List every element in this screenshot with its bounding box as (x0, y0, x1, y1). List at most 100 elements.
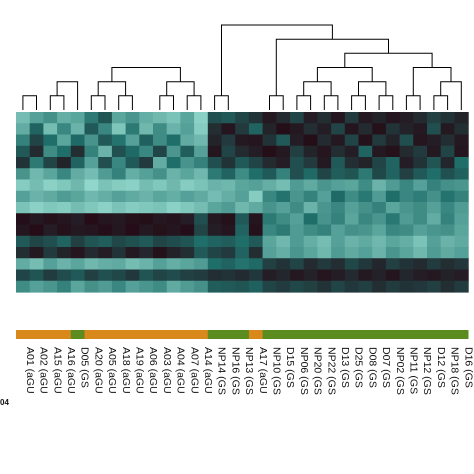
heatmap-cell (235, 190, 250, 203)
heatmap-cell (98, 112, 113, 124)
heatmap-cell (372, 280, 387, 293)
heatmap-cell (43, 258, 58, 271)
heatmap-cell (84, 258, 99, 271)
heatmap-cell (290, 179, 305, 192)
heatmap-cell (427, 258, 442, 271)
heatmap-cell (372, 213, 387, 226)
dendrogram-branch (118, 95, 133, 110)
heatmap-cell (427, 134, 442, 147)
dendrogram-branch (433, 95, 449, 110)
heatmap-cell (358, 190, 373, 203)
heatmap-cell (372, 269, 387, 282)
heatmap-cell (276, 202, 291, 214)
heatmap-cell (290, 213, 305, 226)
heatmap-cell (29, 202, 44, 214)
heatmap-cell (317, 258, 332, 271)
heatmap-cell (194, 258, 209, 271)
heatmap-cell (166, 213, 181, 226)
heatmap-cell (413, 112, 428, 124)
heatmap-cell (290, 134, 305, 147)
heatmap-cell (84, 190, 99, 203)
heatmap-cell (70, 134, 86, 147)
heatmap-cell (98, 190, 113, 203)
heatmap-cell (43, 202, 58, 214)
heatmap-cell (153, 235, 168, 248)
column-label: A02 (aGU (38, 347, 50, 394)
heatmap-cell (221, 168, 236, 181)
heatmap-cell (70, 179, 86, 192)
column-label: D16 (GS (462, 347, 474, 388)
group-bar-segment (153, 330, 168, 339)
heatmap-cell (98, 280, 113, 293)
heatmap-cell (98, 134, 113, 147)
heatmap-cell (70, 123, 86, 136)
dendrogram-branch (97, 81, 127, 96)
heatmap-cell (57, 202, 72, 214)
heatmap-cell (276, 168, 291, 181)
heatmap-cell (166, 112, 181, 124)
heatmap-cell (194, 112, 209, 124)
heatmap-cell (440, 123, 455, 136)
heatmap-cell (70, 202, 86, 214)
heatmap-cell (84, 280, 99, 293)
heatmap-cell (84, 213, 99, 226)
heatmap-cell (262, 202, 277, 214)
heatmap-cell (235, 224, 250, 237)
heatmap-cell (166, 145, 181, 158)
group-bar-segment (43, 330, 58, 339)
heatmap-cell (180, 280, 195, 293)
heatmap-cell (235, 112, 250, 124)
dendrogram-branch (296, 95, 312, 110)
heatmap-cell (427, 190, 442, 203)
heatmap-cell (454, 247, 469, 259)
heatmap-cell (207, 258, 223, 271)
heatmap-cell (153, 269, 168, 282)
heatmap-cell (276, 112, 291, 124)
heatmap-cell (399, 224, 414, 237)
heatmap-cell (125, 145, 140, 158)
heatmap-cell (43, 179, 58, 192)
heatmap-cell (221, 224, 236, 237)
heatmap-cell (16, 235, 31, 248)
heatmap-cell (344, 269, 360, 282)
column-label: A06 (aGU (147, 347, 159, 394)
heatmap-cell (303, 213, 318, 226)
heatmap-cell (125, 224, 140, 237)
heatmap-cell (111, 157, 127, 169)
heatmap-cell (166, 157, 181, 169)
heatmap-cell (125, 202, 140, 214)
heatmap-cell (235, 157, 250, 169)
heatmap-cell (221, 258, 236, 271)
group-bar-segment (207, 330, 222, 339)
heatmap-cell (194, 134, 209, 147)
heatmap-cell (248, 112, 264, 124)
heatmap-cell (98, 168, 113, 181)
heatmap-cell (166, 247, 181, 259)
heatmap-cell (331, 179, 346, 192)
heatmap-cell (57, 190, 72, 203)
heatmap-cell (16, 280, 31, 293)
heatmap-cell (290, 235, 305, 248)
heatmap-cell (194, 269, 209, 282)
heatmap-cell (98, 235, 113, 248)
heatmap-cell (98, 269, 113, 282)
heatmap-cell (98, 157, 113, 169)
heatmap-cell (331, 258, 346, 271)
heatmap-cell (440, 235, 455, 248)
heatmap-cell (372, 157, 387, 169)
heatmap-cell (248, 258, 264, 271)
heatmap-cell (180, 258, 195, 271)
heatmap-cell (70, 235, 86, 248)
heatmap-cell (303, 145, 318, 158)
heatmap-cell (235, 134, 250, 147)
heatmap-cell (454, 123, 469, 136)
heatmap-cell (57, 112, 72, 124)
heatmap-cell (427, 213, 442, 226)
heatmap-cell (385, 145, 401, 158)
heatmap-cell (70, 112, 86, 124)
heatmap-cell (166, 168, 181, 181)
heatmap-cell (70, 168, 86, 181)
group-bar-segment (344, 330, 359, 339)
heatmap-cell (372, 112, 387, 124)
column-label: D08 (GS (366, 347, 378, 388)
